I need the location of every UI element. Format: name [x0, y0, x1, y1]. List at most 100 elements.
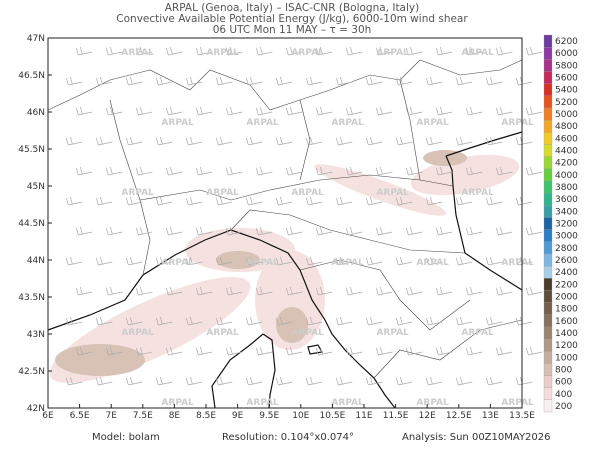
x-tick-label: 10.5E: [320, 411, 346, 421]
colorbar-swatch: [543, 168, 553, 182]
wind-barb: [105, 286, 123, 296]
wind-barb: [165, 226, 183, 236]
wind-barb: [75, 286, 93, 296]
wind-barb: [185, 196, 203, 206]
colorbar-swatch: [543, 375, 553, 388]
wind-barb: [305, 76, 323, 86]
colorbar-label: 2800: [555, 244, 578, 254]
wind-barb: [405, 106, 423, 116]
watermark: ARPAL: [291, 188, 324, 198]
wind-barb: [65, 316, 83, 326]
wind-barb: [395, 376, 413, 386]
title-line: Convective Available Potential Energy (J…: [116, 13, 468, 25]
colorbar-label: 3400: [555, 207, 578, 217]
wind-barb: [285, 286, 303, 296]
wind-barb: [395, 76, 413, 86]
wind-barb: [525, 346, 543, 356]
colorbar-label: 400: [555, 390, 572, 400]
colorbar-label: 2600: [555, 256, 578, 266]
wind-barb: [305, 256, 323, 266]
y-tick-label: 42N: [27, 404, 45, 414]
y-tick-label: 47N: [27, 34, 45, 44]
wind-barb: [435, 346, 453, 356]
watermark: ARPAL: [416, 398, 449, 408]
wind-barb: [275, 76, 293, 86]
colorbar-swatch: [543, 132, 553, 145]
wind-barb: [155, 196, 173, 206]
wind-barb: [75, 106, 93, 116]
colorbar-label: 5600: [555, 74, 578, 84]
wind-barb: [525, 46, 543, 56]
wind-barb: [185, 136, 203, 146]
wind-barb: [495, 346, 513, 356]
wind-barb: [485, 136, 503, 146]
wind-barb: [275, 196, 293, 206]
wind-barb: [495, 226, 513, 236]
wind-barb: [65, 76, 83, 86]
colorbar-label: 4000: [555, 171, 578, 181]
wind-barb: [125, 316, 143, 326]
colorbar-swatch: [543, 180, 553, 194]
wind-barb: [255, 166, 273, 176]
wind-barb: [105, 226, 123, 236]
wind-barb: [305, 136, 323, 146]
wind-barb: [195, 46, 213, 56]
wind-barb: [125, 136, 143, 146]
wind-barb: [95, 76, 113, 86]
wind-barb: [165, 46, 183, 56]
wind-barb: [245, 316, 263, 326]
wind-barb: [195, 286, 213, 296]
wind-barb: [155, 76, 173, 86]
wind-barb: [225, 226, 243, 236]
wind-barb: [255, 346, 273, 356]
wind-barb: [95, 256, 113, 266]
wind-barb: [125, 376, 143, 386]
colorbar-swatch: [543, 278, 553, 291]
wind-barb: [525, 226, 543, 236]
wind-barb: [245, 136, 263, 146]
y-tick-label: 43.5N: [18, 293, 45, 303]
x-tick-label: 10E: [292, 411, 309, 421]
wind-barb: [225, 106, 243, 116]
watermark: ARPAL: [501, 258, 534, 268]
colorbar-swatch: [543, 265, 553, 279]
colorbar-label: 4400: [555, 147, 578, 157]
wind-barb: [465, 166, 483, 176]
wind-barb: [345, 286, 363, 296]
colorbar-label: 1200: [555, 341, 578, 351]
wind-barb: [455, 316, 473, 326]
wind-barb: [245, 196, 263, 206]
colorbar-swatch: [543, 241, 553, 255]
wind-barb: [185, 76, 203, 86]
wind-barb: [435, 226, 453, 236]
wind-barb: [105, 106, 123, 116]
wind-barb: [465, 346, 483, 356]
watermarks: ARPAL ARPAL ARPAL ARPAL ARPAL ARPAL ARPAL ARPAL…: [121, 48, 534, 408]
colorbar-label: 600: [555, 378, 572, 388]
wind-barb: [255, 46, 273, 56]
watermark: ARPAL: [161, 258, 194, 268]
colorbar-swatch: [543, 326, 553, 340]
wind-barb: [285, 106, 303, 116]
wind-barb: [155, 256, 173, 266]
watermark: ARPAL: [416, 118, 449, 128]
wind-barb: [435, 106, 453, 116]
colorbar-swatch: [543, 83, 553, 96]
colorbar-swatch: [543, 205, 553, 218]
wind-barb: [525, 106, 543, 116]
wind-barb: [365, 316, 383, 326]
wind-barb: [255, 226, 273, 236]
wind-barb: [285, 46, 303, 56]
watermark: ARPAL: [376, 328, 409, 338]
watermark: ARPAL: [121, 188, 154, 198]
wind-barb: [405, 286, 423, 296]
wind-barb: [255, 106, 273, 116]
wind-barb: [485, 376, 503, 386]
wind-barb: [215, 136, 233, 146]
colorbar-swatch: [543, 253, 553, 267]
wind-barb: [215, 376, 233, 386]
wind-barb: [335, 256, 353, 266]
wind-barb: [335, 136, 353, 146]
